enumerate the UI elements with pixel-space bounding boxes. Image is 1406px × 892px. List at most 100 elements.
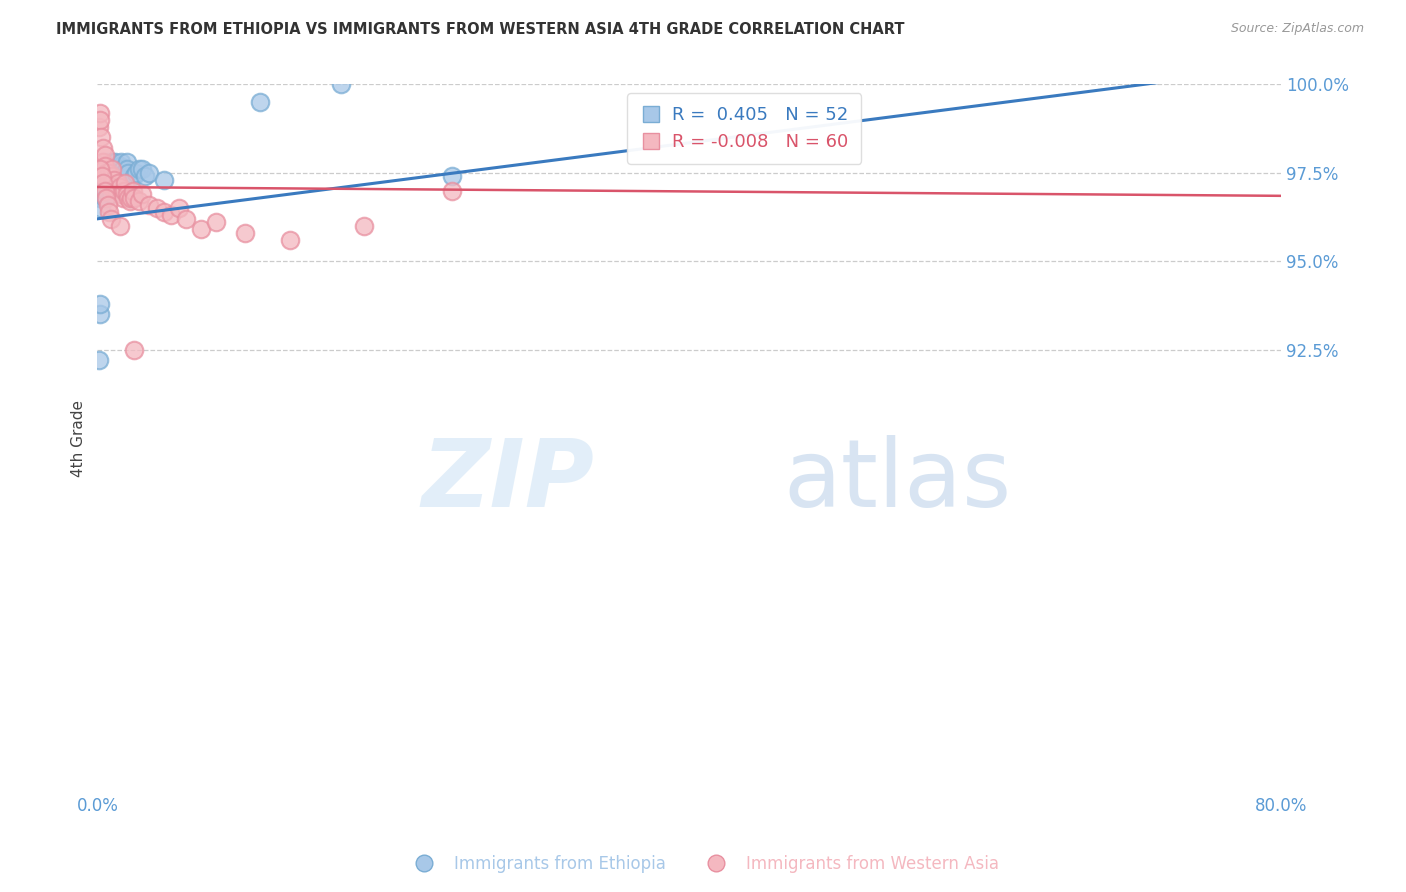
Point <box>111 191 134 205</box>
Point <box>118 194 141 208</box>
Point <box>330 78 353 92</box>
Point <box>90 201 112 215</box>
Point <box>100 211 122 226</box>
Point <box>105 166 128 180</box>
Point <box>96 177 118 191</box>
Point <box>112 184 135 198</box>
Point <box>94 162 117 177</box>
Point <box>94 191 117 205</box>
Point <box>90 130 112 145</box>
Point <box>131 187 153 202</box>
Point <box>138 166 160 180</box>
Point <box>108 180 131 194</box>
Point <box>97 169 120 184</box>
Point <box>98 180 121 194</box>
Point <box>101 155 124 169</box>
Point <box>131 162 153 177</box>
Point <box>89 307 111 321</box>
Point <box>107 177 129 191</box>
Point <box>104 155 127 169</box>
Point <box>97 197 120 211</box>
Text: ZIP: ZIP <box>422 434 595 526</box>
Point <box>101 169 124 184</box>
Point <box>87 353 110 368</box>
Point <box>117 191 139 205</box>
Point <box>124 191 146 205</box>
Point <box>91 141 114 155</box>
Point <box>120 191 142 205</box>
Point <box>124 343 146 357</box>
Point <box>105 184 128 198</box>
Point <box>96 155 118 169</box>
Point <box>90 177 112 191</box>
Point <box>121 184 143 198</box>
Point <box>96 191 118 205</box>
Legend: R =  0.405   N = 52, R = -0.008   N = 60: R = 0.405 N = 52, R = -0.008 N = 60 <box>627 94 862 164</box>
Point <box>204 215 226 229</box>
Point <box>97 169 120 184</box>
Point <box>118 191 141 205</box>
Point <box>125 166 148 180</box>
Point <box>108 219 131 233</box>
Point <box>91 173 114 187</box>
Point <box>91 177 114 191</box>
Point <box>153 204 176 219</box>
Point <box>114 177 136 191</box>
Point <box>87 120 110 134</box>
Point <box>117 166 139 180</box>
Point <box>104 173 127 187</box>
Point <box>249 95 271 109</box>
Point <box>153 173 176 187</box>
Point <box>115 187 138 202</box>
Point <box>100 187 122 202</box>
Text: atlas: atlas <box>783 434 1012 526</box>
Point <box>160 208 183 222</box>
Point <box>233 226 256 240</box>
Point <box>90 184 112 198</box>
Y-axis label: 4th Grade: 4th Grade <box>72 400 86 476</box>
Point <box>115 162 138 177</box>
Point <box>91 155 114 169</box>
Point <box>128 194 150 208</box>
Point <box>115 155 138 169</box>
Point <box>93 162 115 177</box>
Point <box>111 162 134 177</box>
Point <box>107 162 129 177</box>
Point <box>441 184 464 198</box>
Point <box>91 187 114 202</box>
Point <box>98 166 121 180</box>
Point <box>167 201 190 215</box>
Text: Source: ZipAtlas.com: Source: ZipAtlas.com <box>1230 22 1364 36</box>
Point <box>112 166 135 180</box>
Point <box>94 166 117 180</box>
Point <box>128 162 150 177</box>
Point <box>110 155 132 169</box>
Point <box>96 173 118 187</box>
Point <box>89 191 111 205</box>
Point <box>89 105 111 120</box>
Point <box>91 169 114 184</box>
Point <box>441 169 464 184</box>
Legend: Immigrants from Ethiopia, Immigrants from Western Asia: Immigrants from Ethiopia, Immigrants fro… <box>401 848 1005 880</box>
Point <box>101 162 124 177</box>
Point <box>97 184 120 198</box>
Point <box>278 233 301 247</box>
Text: IMMIGRANTS FROM ETHIOPIA VS IMMIGRANTS FROM WESTERN ASIA 4TH GRADE CORRELATION C: IMMIGRANTS FROM ETHIOPIA VS IMMIGRANTS F… <box>56 22 904 37</box>
Point <box>100 180 122 194</box>
Point <box>108 159 131 173</box>
Point <box>145 201 167 215</box>
Point <box>94 159 117 173</box>
Point <box>134 169 156 184</box>
Point <box>104 180 127 194</box>
Point <box>94 184 117 198</box>
Point <box>103 162 125 177</box>
Point <box>101 169 124 184</box>
Point <box>93 166 115 180</box>
Point <box>96 159 118 173</box>
Point <box>90 169 112 184</box>
Point <box>94 148 117 162</box>
Point <box>89 112 111 127</box>
Point <box>100 166 122 180</box>
Point <box>90 155 112 169</box>
Point <box>114 169 136 184</box>
